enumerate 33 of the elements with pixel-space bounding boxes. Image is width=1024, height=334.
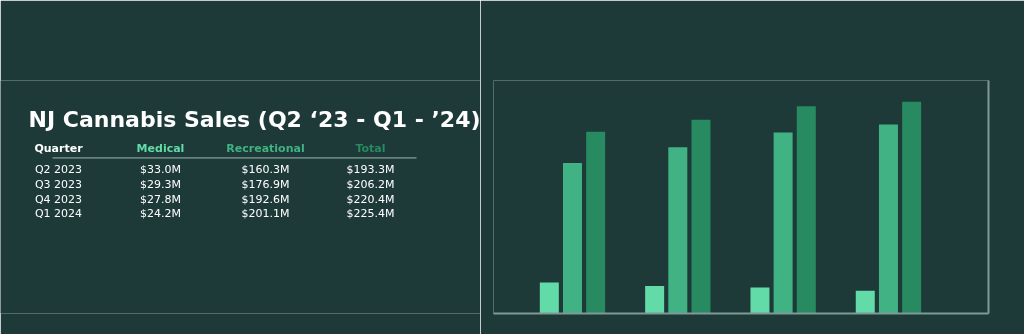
bar	[855, 290, 875, 314]
text: $29.3M	[140, 177, 181, 191]
text: $192.6M	[241, 192, 290, 206]
text: Q1 2024	[34, 207, 83, 221]
text: $201.1M	[241, 207, 290, 221]
text: $225.4M	[346, 207, 395, 221]
text: Q2 2023	[34, 163, 83, 177]
text: $24.2M	[140, 207, 181, 221]
text: Recreational	[226, 142, 305, 156]
text: NJ Cannabis Sales (Q2 ‘23 - Q1 - ’24)	[28, 107, 481, 133]
bar	[645, 285, 665, 314]
text: $193.3M	[346, 163, 395, 177]
text: $206.2M	[346, 177, 395, 191]
text: Medical	[136, 142, 185, 156]
bar	[796, 106, 816, 314]
text: Total	[355, 142, 386, 156]
bar	[586, 131, 606, 314]
text: Q3 2023	[34, 177, 83, 191]
text: Quarter	[34, 142, 84, 156]
text: $33.0M	[140, 163, 181, 177]
bar	[668, 147, 688, 314]
text: $27.8M	[140, 192, 181, 206]
bar	[773, 132, 793, 314]
bar	[691, 119, 711, 314]
text: Q4 2023	[34, 192, 83, 206]
text: $176.9M	[241, 177, 290, 191]
text: $220.4M	[346, 192, 395, 206]
text: $160.3M	[241, 163, 290, 177]
bar	[539, 282, 559, 314]
bar	[878, 124, 898, 314]
bar	[902, 101, 922, 314]
bar	[562, 162, 582, 314]
bar	[750, 287, 770, 314]
